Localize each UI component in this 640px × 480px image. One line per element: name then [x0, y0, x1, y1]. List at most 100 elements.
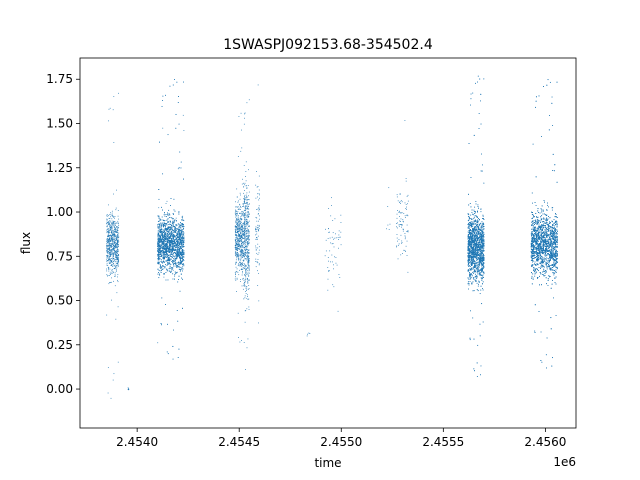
data-point [106, 229, 108, 231]
data-point [173, 213, 174, 215]
data-point [183, 253, 185, 255]
data-point [235, 210, 237, 212]
data-point [241, 250, 243, 252]
data-point [108, 268, 109, 270]
data-point [117, 252, 118, 254]
data-point [183, 226, 185, 227]
data-point [238, 240, 240, 242]
data-point [241, 129, 242, 131]
data-point [167, 235, 169, 237]
data-point [115, 257, 117, 258]
data-point [109, 258, 111, 260]
data-point [237, 231, 239, 232]
data-point [159, 249, 161, 251]
data-point [117, 274, 119, 276]
data-point [256, 233, 258, 235]
data-point [161, 225, 163, 227]
data-point [162, 242, 164, 244]
data-point [241, 241, 243, 242]
data-point [109, 268, 111, 270]
data-point [173, 255, 175, 257]
data-point [159, 240, 160, 242]
data-point [106, 264, 108, 266]
data-point [180, 262, 181, 264]
data-point [238, 259, 240, 261]
data-point [106, 260, 108, 262]
data-point [235, 220, 237, 221]
data-point [238, 274, 240, 276]
data-point [159, 238, 161, 240]
data-point [174, 243, 176, 245]
data-point [332, 284, 334, 286]
data-point [257, 229, 259, 231]
data-point [180, 161, 182, 163]
data-point [248, 249, 250, 251]
data-point [241, 249, 242, 251]
data-point [162, 242, 164, 244]
data-point [248, 203, 250, 205]
data-point [235, 230, 236, 232]
data-point [114, 226, 115, 228]
data-point [174, 278, 175, 280]
data-point [115, 245, 116, 246]
data-point [159, 227, 161, 229]
data-point [244, 226, 245, 228]
data-point [241, 239, 243, 241]
data-point [158, 257, 160, 259]
data-point [160, 255, 162, 257]
data-point [108, 108, 110, 110]
data-point [169, 238, 170, 239]
data-point [240, 226, 242, 228]
data-point [243, 198, 245, 200]
data-point [334, 237, 336, 239]
data-point [180, 242, 182, 244]
data-point [108, 270, 110, 272]
data-point [180, 222, 181, 223]
data-point [182, 245, 184, 247]
data-point [165, 228, 167, 229]
data-point [162, 235, 164, 237]
data-point [116, 258, 118, 260]
data-point [114, 276, 116, 277]
data-point [160, 224, 162, 226]
data-point [246, 246, 247, 247]
data-point [115, 251, 117, 253]
data-point [242, 227, 244, 229]
data-point [111, 218, 113, 220]
data-point [112, 249, 113, 251]
data-point [170, 249, 171, 250]
data-point [247, 259, 249, 261]
data-point [248, 259, 249, 261]
data-point [106, 270, 108, 272]
data-point [177, 238, 179, 240]
data-point [166, 253, 168, 254]
data-point [112, 248, 114, 250]
data-point [173, 239, 175, 241]
data-point [110, 249, 112, 251]
data-point [245, 272, 246, 274]
data-point [239, 265, 241, 267]
data-point [112, 234, 114, 236]
data-point [115, 318, 117, 320]
data-point [170, 240, 172, 242]
data-point [238, 337, 239, 338]
data-point [162, 252, 164, 254]
data-point [116, 229, 118, 230]
data-point [234, 212, 236, 214]
data-point [171, 252, 172, 254]
data-point [171, 243, 173, 244]
data-point [237, 255, 238, 256]
data-point [239, 222, 240, 224]
data-point [240, 150, 242, 152]
data-point [176, 241, 178, 242]
data-point [162, 236, 164, 238]
data-point [243, 215, 245, 217]
data-point [258, 175, 260, 177]
data-point [109, 221, 111, 223]
data-point [242, 224, 243, 226]
data-point [169, 255, 171, 257]
data-point [178, 226, 180, 228]
data-point [160, 238, 162, 240]
data-point [174, 246, 176, 247]
data-point [116, 251, 118, 252]
